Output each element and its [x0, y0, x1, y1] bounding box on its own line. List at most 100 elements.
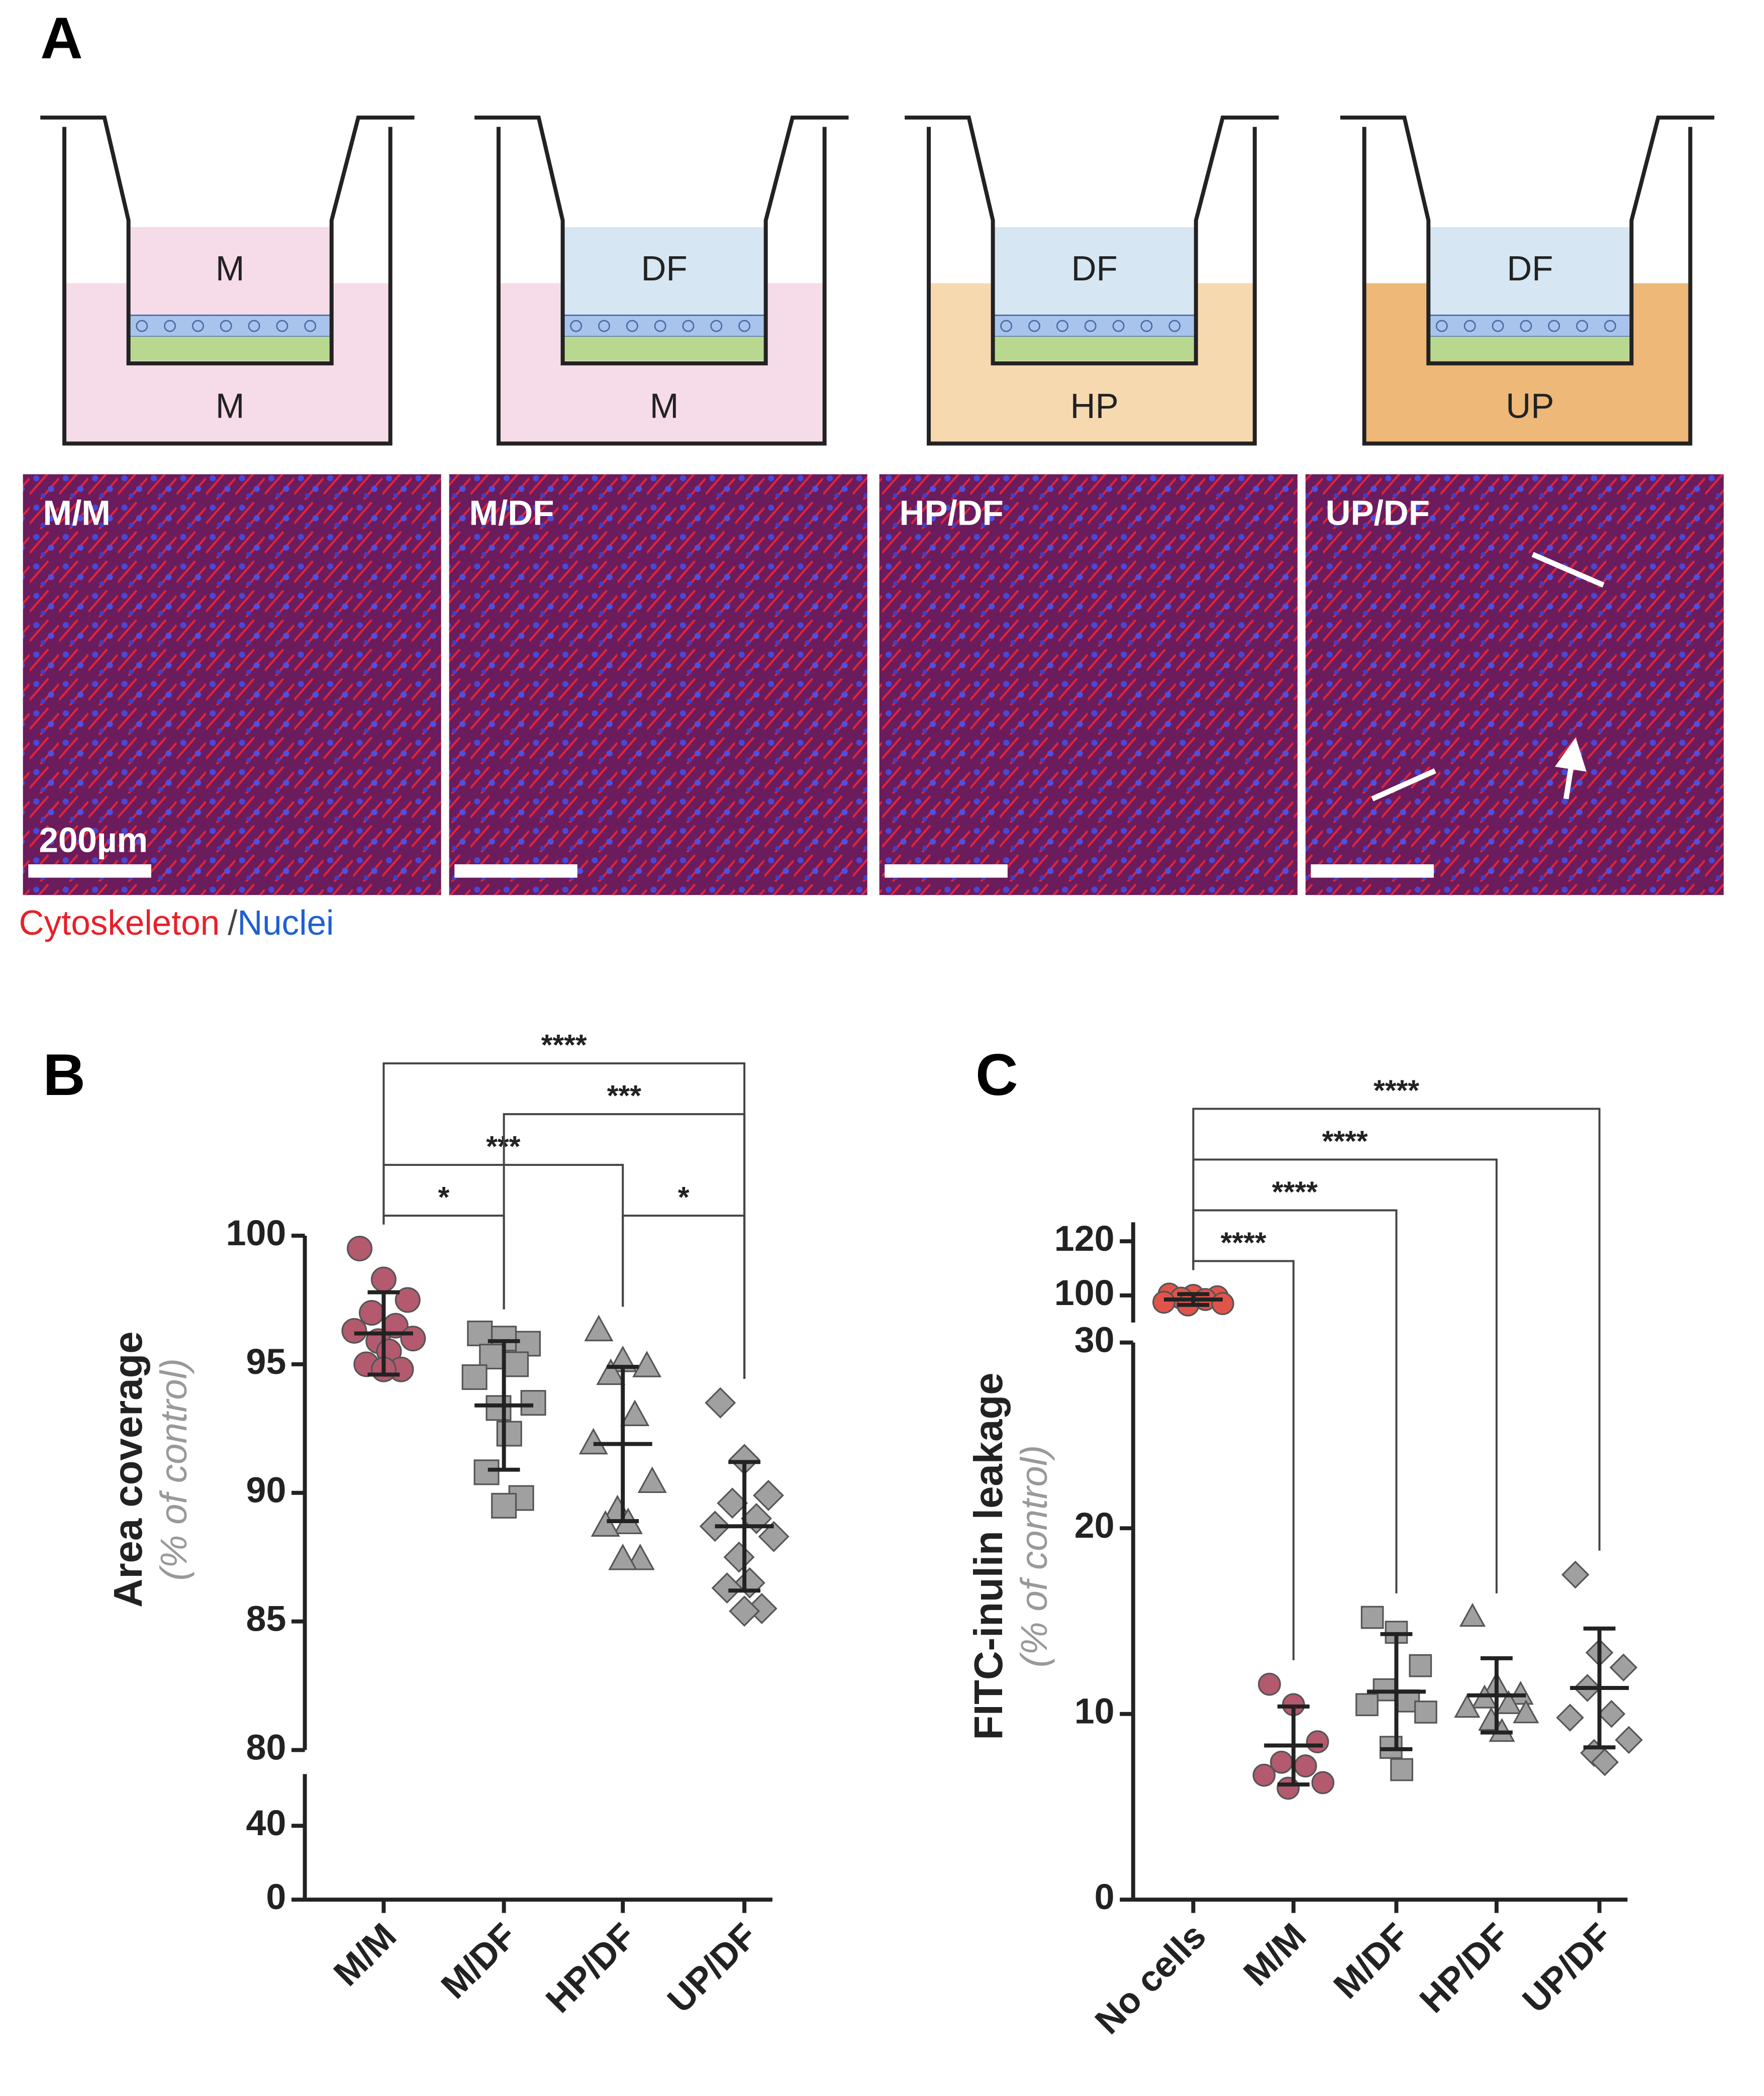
point [753, 1479, 785, 1511]
point [1513, 1699, 1539, 1724]
transwell: DF UP [1340, 115, 1715, 446]
scale-bar [885, 864, 1008, 878]
cell [1000, 320, 1013, 332]
cell-layer [1427, 315, 1632, 338]
image-label: HP/DF [900, 493, 1004, 532]
significance-bracket [1192, 1260, 1295, 1660]
medium-label: M [216, 386, 245, 426]
point [584, 1315, 614, 1342]
point [1277, 1776, 1300, 1800]
cell [304, 320, 317, 332]
x-tick-label: HP/DF [538, 1916, 643, 2021]
x-tick-label: M/DF [1326, 1916, 1417, 2007]
point [1211, 1292, 1234, 1315]
medium-label: DF [641, 249, 688, 288]
y-tick-label: 85 [246, 1599, 286, 1639]
y-tick-label: 95 [246, 1342, 286, 1382]
point [632, 1350, 662, 1377]
stain-name: Nuclei [237, 904, 334, 943]
panel-letter: B [43, 1042, 85, 1108]
matrix-layer [993, 336, 1196, 361]
point [1556, 1704, 1584, 1732]
point [637, 1466, 667, 1493]
point [758, 1521, 790, 1552]
medium-label: HP [1070, 386, 1119, 426]
cell [136, 320, 148, 332]
x-tick-label: No cells [1088, 1916, 1214, 2042]
cell [626, 320, 638, 332]
medium-label: M [650, 386, 679, 426]
significance-label: *** [607, 1080, 642, 1113]
cell [1604, 320, 1616, 332]
well [927, 127, 1257, 446]
point [395, 1287, 421, 1313]
point [1609, 1653, 1638, 1682]
significance-bracket [622, 1215, 746, 1379]
point [503, 1351, 529, 1377]
x-tick-label: M/DF [434, 1916, 525, 2007]
scale-label: 200µm [39, 821, 148, 860]
chart: 0 40 80 85 90 95 100 Area coverage (% of control… [106, 1029, 790, 2021]
y-tick-label: 100 [226, 1213, 286, 1253]
significance-label: **** [1221, 1227, 1266, 1259]
y-axis-note: (% of control) [153, 1358, 194, 1581]
point [479, 1343, 505, 1370]
y-tick-label: 100 [1054, 1273, 1115, 1313]
well [62, 127, 393, 446]
transwell: DF HP [905, 115, 1279, 446]
image-label: UP/DF [1326, 493, 1430, 532]
medium-label: M [216, 249, 245, 288]
point [1561, 1560, 1590, 1589]
point [1409, 1654, 1432, 1677]
point [1355, 1693, 1379, 1717]
point [1258, 1672, 1281, 1696]
matrix-layer [128, 336, 332, 361]
significance-label: **** [1374, 1074, 1419, 1107]
point [591, 1510, 620, 1537]
cell [1576, 320, 1588, 332]
y-tick-label: 40 [246, 1803, 286, 1843]
medium-label: DF [1071, 249, 1118, 288]
insert [40, 115, 415, 366]
x-tick-label: M/M [1236, 1916, 1314, 1993]
point [1495, 1690, 1522, 1714]
medium-label: DF [1507, 249, 1553, 288]
point [496, 1421, 522, 1447]
upper-medium [1428, 227, 1632, 316]
cell [1056, 320, 1068, 332]
point [1306, 1730, 1329, 1753]
significance-bracket [382, 1062, 746, 1379]
upper-medium [562, 227, 766, 316]
y-tick-label: 30 [1074, 1320, 1115, 1360]
cell [1140, 320, 1153, 332]
cell [1084, 320, 1097, 332]
cell [276, 320, 288, 332]
cell [1520, 320, 1532, 332]
y-tick-label: 120 [1054, 1219, 1115, 1259]
y-axis-note: (% of control) [1013, 1445, 1055, 1668]
point [711, 1572, 743, 1604]
separator: / [228, 904, 238, 943]
cell [570, 320, 582, 332]
well [1362, 127, 1693, 446]
significance-label: **** [541, 1029, 587, 1062]
point [1507, 1680, 1534, 1705]
cell-layer [562, 315, 767, 338]
y-axis-label: FITC-inulin leakage [966, 1372, 1011, 1740]
cell [1168, 320, 1181, 332]
x-tick-label: M/M [326, 1916, 404, 1993]
point [1454, 1693, 1481, 1718]
point [717, 1487, 748, 1519]
point [400, 1326, 426, 1352]
significance-label: **** [1322, 1125, 1368, 1158]
transwell: MM [40, 115, 415, 446]
scale-bar [1311, 864, 1434, 878]
stain-legend: Cytoskeleton/Nuclei [19, 904, 334, 943]
point [723, 1541, 755, 1573]
point [729, 1595, 760, 1627]
image-label: M/DF [469, 493, 554, 532]
significance-label: * [438, 1181, 450, 1214]
point [1294, 1754, 1317, 1778]
